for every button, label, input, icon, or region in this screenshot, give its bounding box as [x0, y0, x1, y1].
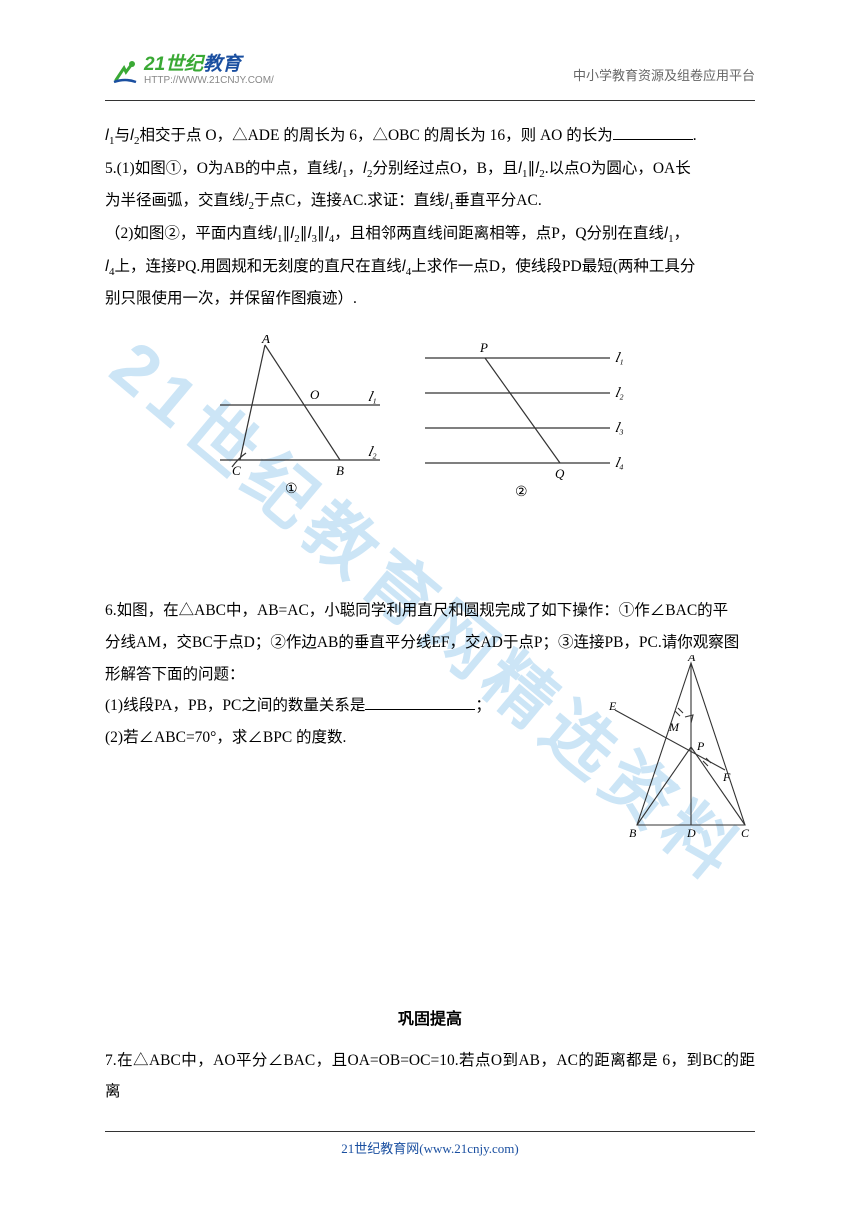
t: (1)线段PA，PB，PC之间的数量关系是	[105, 697, 365, 714]
fig3-E: E	[608, 699, 617, 713]
fig2-num: ②	[515, 485, 528, 500]
fig3-C: C	[741, 826, 750, 840]
fig2-l4: 𝑙₄	[615, 455, 624, 470]
fig3-D: D	[686, 826, 696, 840]
t: 分别经过点O，B，且𝑙	[372, 160, 522, 177]
fig1-O: O	[310, 387, 320, 402]
page-footer: 21世纪教育网(www.21cnjy.com)	[105, 1131, 755, 1158]
t: 上，连接PQ.用圆规和无刻度的直尺在直线𝑙	[115, 258, 406, 275]
t: ，𝑙	[347, 160, 367, 177]
header-rule	[105, 100, 755, 101]
q6-line1: 6.如图，在△ABC中，AB=AC，小聪同学利用直尺和圆规完成了如下操作：①作∠…	[105, 595, 755, 627]
t: 与𝑙	[115, 127, 135, 144]
t: 为半径画弧，交直线𝑙	[105, 192, 249, 209]
document-body: 𝑙1与𝑙2相交于点 O，△ADE 的周长为 6，△OBC 的周长为 16，则 A…	[105, 120, 755, 1108]
t: 上求作一点D，使线段PD最短(两种工具分	[411, 258, 695, 275]
section-title: 巩固提高	[105, 1004, 755, 1037]
fig1-num: ①	[285, 482, 298, 497]
t: ；	[475, 697, 491, 714]
q5-line4: 𝑙4上，连接PQ.用圆规和无刻度的直尺在直线𝑙4上求作一点D，使线段PD最短(两…	[105, 251, 755, 284]
logo-cn1: 世纪	[165, 54, 203, 75]
fig1-A: A	[261, 335, 270, 346]
fig1-C: C	[232, 463, 241, 478]
q5-line2: 为半径画弧，交直线𝑙2于点C，连接AC.求证：直线𝑙1垂直平分AC.	[105, 185, 755, 218]
figure-row: A O C B 𝑙₁ 𝑙₂ ① P Q 𝑙₁ 𝑙₂	[105, 335, 755, 505]
fig2-l2: 𝑙₂	[615, 385, 624, 400]
fig1-l1: 𝑙₁	[368, 389, 377, 404]
t: .以点O为圆心，OA长	[545, 160, 691, 177]
blank-relation	[365, 695, 475, 711]
fig3-F: F	[722, 770, 731, 784]
fig2-P: P	[479, 340, 488, 355]
logo-icon	[110, 56, 140, 86]
figure-3: A B C D E F M P	[605, 655, 765, 840]
page-header: 21世纪教育 HTTP://WWW.21CNJY.COM/ 中小学教育资源及组卷…	[0, 55, 860, 110]
fig2-l3: 𝑙₃	[615, 420, 624, 435]
fig3-A: A	[687, 655, 696, 664]
q5-line5: 别只限使用一次，并保留作图痕迹）.	[105, 283, 755, 315]
fig3-B: B	[629, 826, 637, 840]
logo-num: 21	[144, 54, 165, 75]
q5-line1: 5.(1)如图①，O为AB的中点，直线𝑙1，𝑙2分别经过点O，B，且𝑙1∥𝑙2.…	[105, 153, 755, 186]
figure-1: A O C B 𝑙₁ 𝑙₂ ①	[210, 335, 390, 505]
t: .	[693, 127, 697, 144]
fig3-P: P	[696, 739, 705, 753]
q6-line2: 分线AM，交BC于点D；②作边AB的垂直平分线EF，交AD于点P；③连接PB，P…	[105, 627, 755, 659]
t: 相交于点 O，△ADE 的周长为 6，△OBC 的周长为 16，则 AO 的长为	[140, 127, 613, 144]
logo-text: 21世纪教育 HTTP://WWW.21CNJY.COM/	[144, 55, 274, 86]
t: 于点C，连接AC.求证：直线𝑙	[254, 192, 449, 209]
fig2-l1: 𝑙₁	[615, 350, 624, 365]
fig1-B: B	[336, 463, 344, 478]
t: ∥𝑙	[300, 225, 312, 242]
fig3-M: M	[668, 720, 680, 734]
header-subtitle: 中小学教育资源及组卷应用平台	[573, 65, 755, 84]
t: ∥𝑙	[317, 225, 329, 242]
t: ，	[674, 225, 690, 242]
figure-2: P Q 𝑙₁ 𝑙₂ 𝑙₃ 𝑙₄ ②	[415, 338, 645, 508]
t: 垂直平分AC.	[454, 192, 541, 209]
logo-cn2: 教育	[203, 54, 241, 75]
q6-block: 6.如图，在△ABC中，AB=AC，小聪同学利用直尺和圆规完成了如下操作：①作∠…	[105, 595, 755, 754]
q7-line1: 7.在△ABC中，AO平分∠BAC，且OA=OB=OC=10.若点O到AB，AC…	[105, 1045, 755, 1109]
t: （2)如图②，平面内直线𝑙	[105, 225, 277, 242]
logo-url: HTTP://WWW.21CNJY.COM/	[144, 76, 274, 86]
t: ∥𝑙	[528, 160, 540, 177]
blank-ao	[613, 125, 693, 141]
line-1: 𝑙1与𝑙2相交于点 O，△ADE 的周长为 6，△OBC 的周长为 16，则 A…	[105, 120, 755, 153]
t: ∥𝑙	[282, 225, 294, 242]
t: 5.(1)如图①，O为AB的中点，直线𝑙	[105, 160, 342, 177]
logo: 21世纪教育 HTTP://WWW.21CNJY.COM/	[110, 55, 274, 86]
fig1-l2: 𝑙₂	[368, 444, 377, 459]
footer-text: 21世纪教育网(www.21cnjy.com)	[341, 1141, 518, 1156]
t: ，且相邻两直线间距离相等，点P，Q分别在直线𝑙	[334, 225, 668, 242]
q5-line3: （2)如图②，平面内直线𝑙1∥𝑙2∥𝑙3∥𝑙4，且相邻两直线间距离相等，点P，Q…	[105, 218, 755, 251]
fig2-Q: Q	[555, 466, 565, 481]
